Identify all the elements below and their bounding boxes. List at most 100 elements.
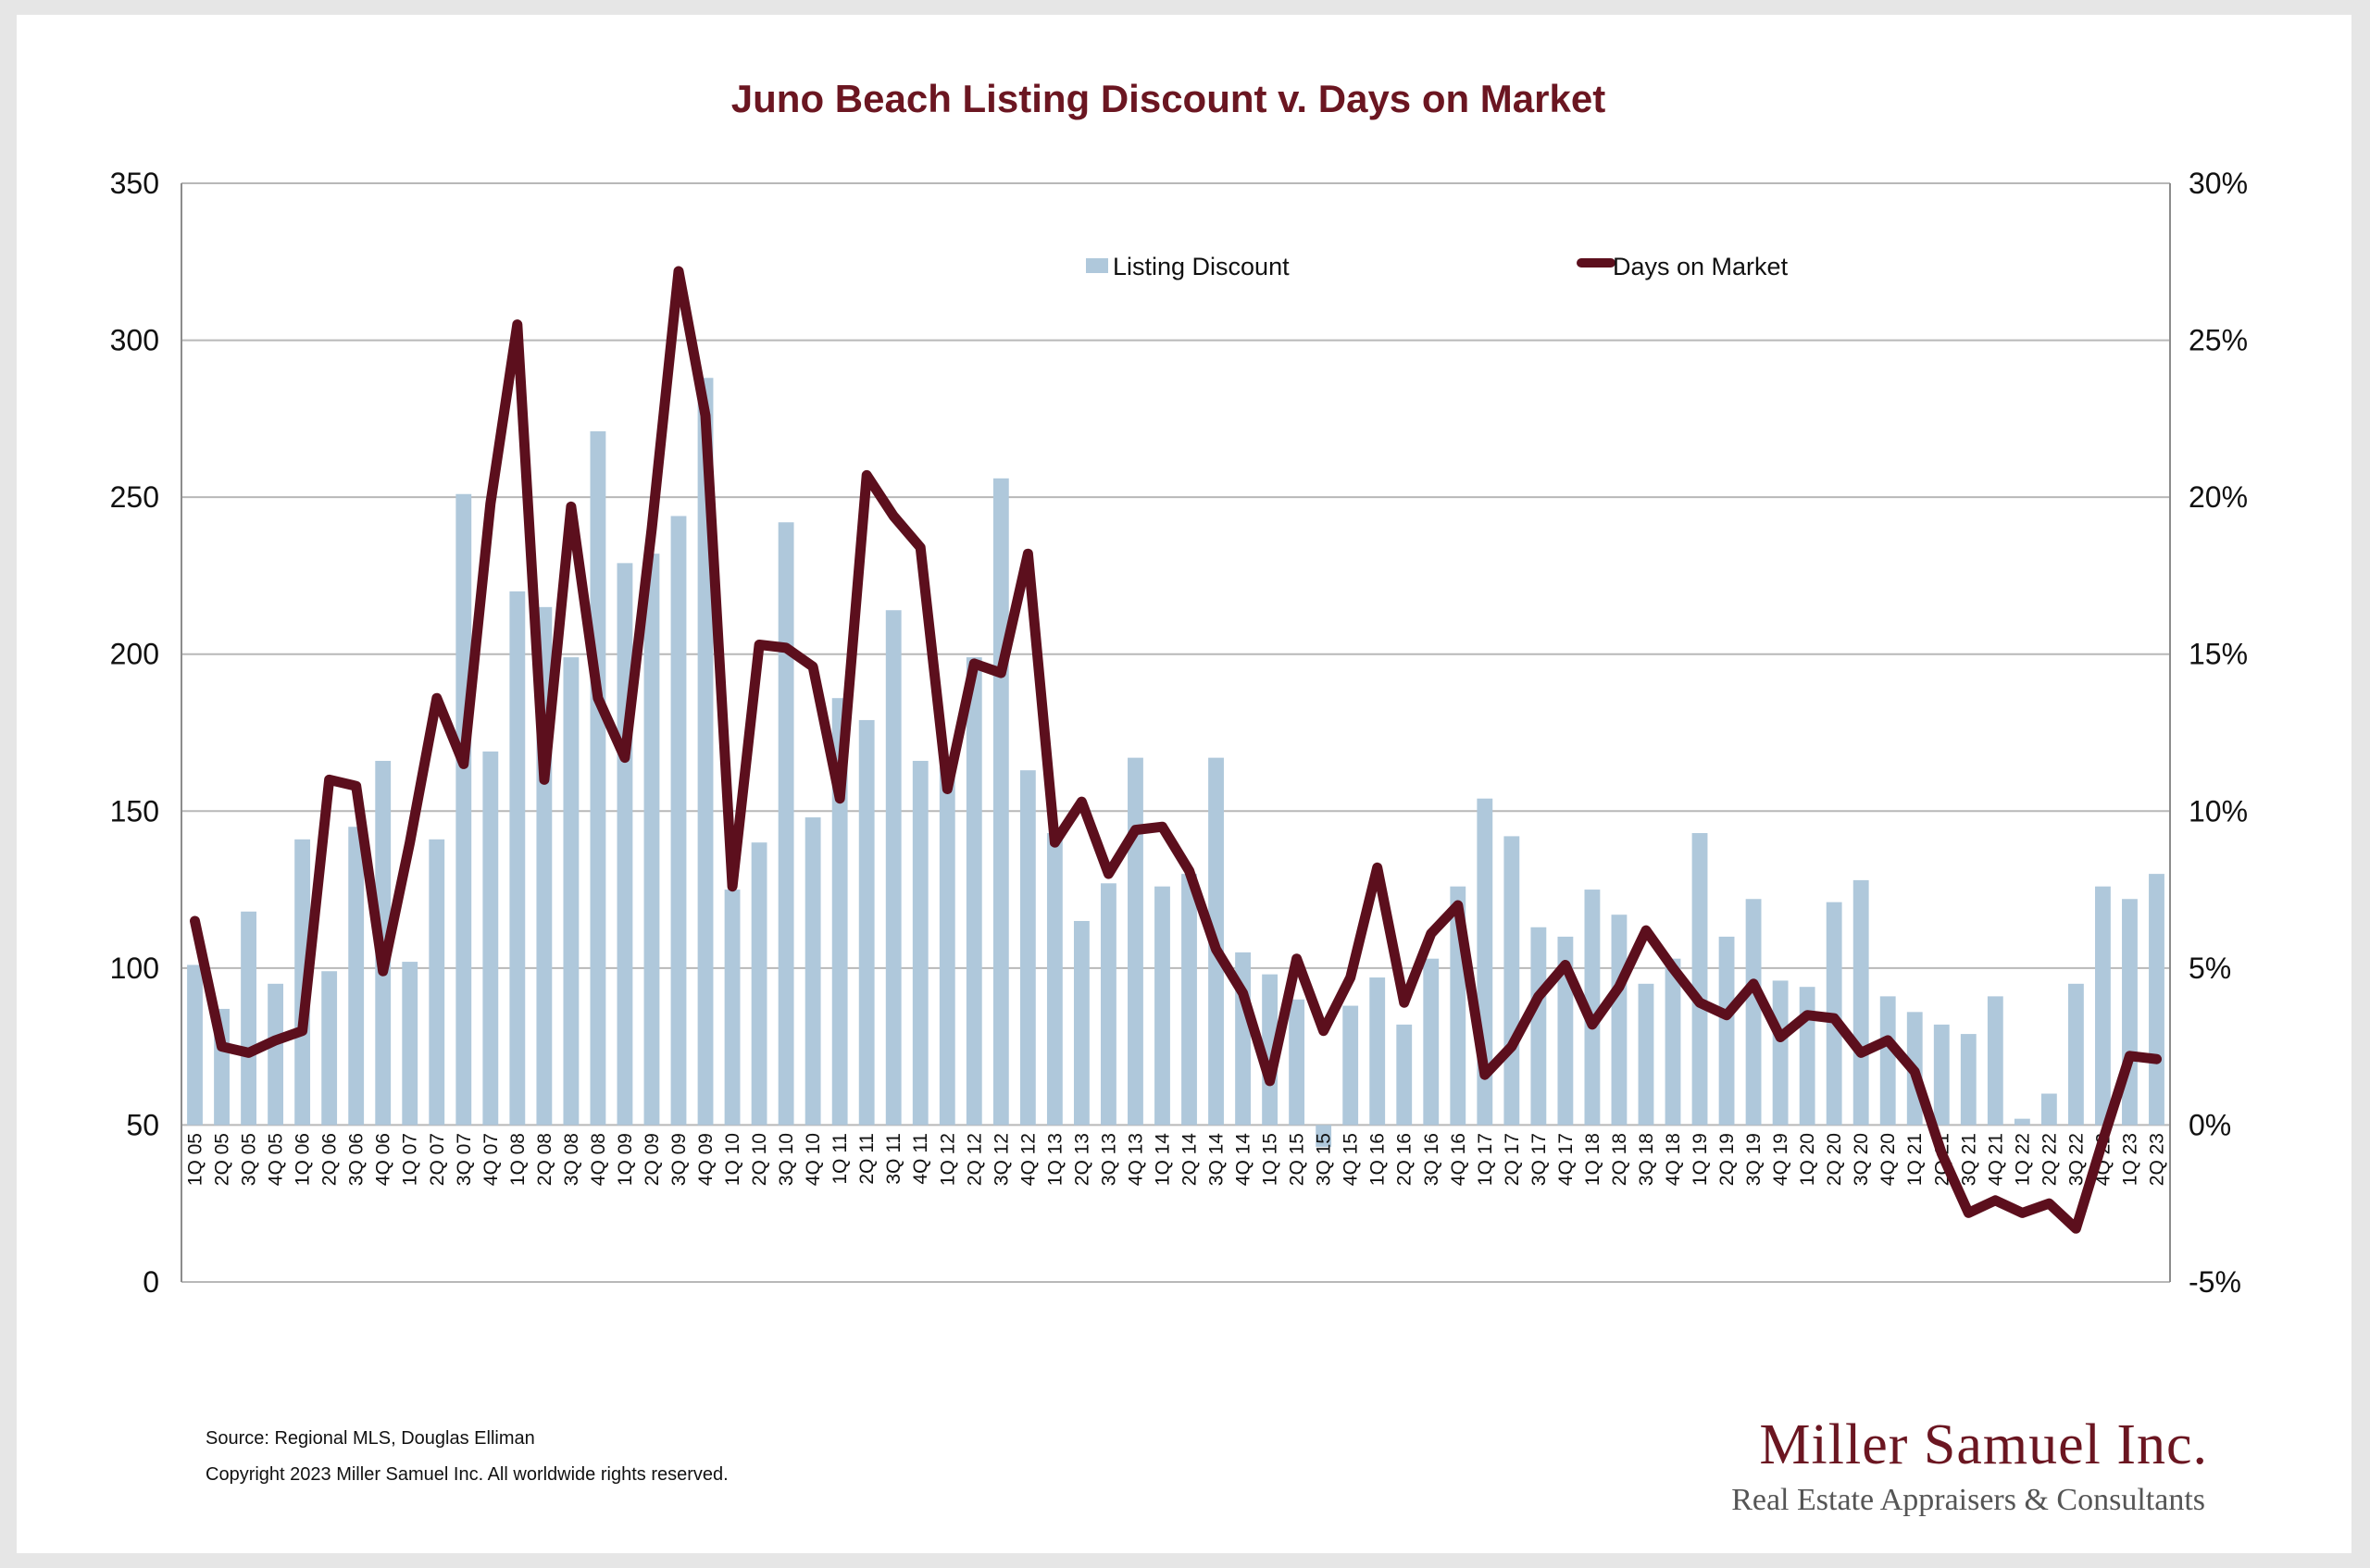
bar-listing-discount bbox=[1530, 927, 1547, 1126]
bar-listing-discount bbox=[2149, 874, 2164, 1126]
x-tick-label: 3Q 06 bbox=[346, 1133, 368, 1186]
bar-listing-discount bbox=[321, 971, 338, 1126]
bar-listing-discount bbox=[1852, 879, 1869, 1126]
bar-listing-discount bbox=[1396, 1024, 1413, 1126]
y-right-tick-label: -5% bbox=[2189, 1265, 2241, 1299]
chart-title: Juno Beach Listing Discount v. Days on M… bbox=[731, 77, 1605, 120]
x-tick-label: 1Q 18 bbox=[1582, 1133, 1603, 1186]
x-tick-label: 4Q 07 bbox=[480, 1133, 502, 1186]
brand-logo-tagline: Real Estate Appraisers & Consultants bbox=[1731, 1483, 2205, 1517]
bar-listing-discount bbox=[858, 719, 875, 1126]
legend-swatch-listing-discount bbox=[1086, 258, 1108, 273]
x-tick-label: 1Q 15 bbox=[1260, 1133, 1281, 1186]
x-tick-label: 3Q 14 bbox=[1206, 1133, 1228, 1187]
x-tick-label: 3Q 09 bbox=[668, 1133, 690, 1186]
bar-listing-discount bbox=[1933, 1024, 1950, 1126]
bar-listing-discount bbox=[1316, 1125, 1332, 1148]
y-right-tick-label: 5% bbox=[2189, 952, 2231, 985]
y-right-tick-label: 25% bbox=[2189, 324, 2248, 357]
bar-listing-discount bbox=[670, 516, 687, 1126]
bar-listing-discount bbox=[1369, 977, 1386, 1126]
bar-listing-discount bbox=[1342, 1005, 1359, 1126]
y-left-tick-label: 0 bbox=[143, 1265, 159, 1299]
y-right-tick-label: 15% bbox=[2189, 638, 2248, 671]
bar-listing-discount bbox=[1181, 874, 1197, 1126]
bar-listing-discount bbox=[1960, 1034, 1977, 1126]
x-tick-label: 2Q 14 bbox=[1179, 1133, 1201, 1187]
bar-listing-discount bbox=[348, 827, 365, 1126]
x-tick-label: 1Q 23 bbox=[2119, 1133, 2140, 1186]
x-tick-label: 2Q 06 bbox=[319, 1133, 341, 1186]
bar-listing-discount bbox=[1879, 996, 1896, 1126]
chart-card: Juno Beach Listing Discount v. Days on M… bbox=[17, 15, 2351, 1553]
bar-listing-discount bbox=[1691, 833, 1708, 1126]
bar-listing-discount bbox=[805, 817, 821, 1126]
x-tick-label: 2Q 11 bbox=[856, 1133, 878, 1185]
bar-listing-discount bbox=[2122, 899, 2138, 1126]
x-tick-label: 1Q 05 bbox=[185, 1133, 206, 1186]
y-left-tick-label: 200 bbox=[110, 638, 159, 671]
x-tick-label: 2Q 10 bbox=[749, 1133, 770, 1186]
x-tick-label: 1Q 09 bbox=[615, 1133, 636, 1186]
x-tick-label: 2Q 20 bbox=[1824, 1133, 1845, 1186]
x-tick-label: 1Q 10 bbox=[722, 1133, 743, 1186]
x-tick-label: 3Q 13 bbox=[1098, 1133, 1119, 1186]
bar-listing-discount bbox=[939, 766, 955, 1126]
bar-listing-discount bbox=[1073, 920, 1090, 1126]
bar-listing-discount bbox=[1745, 899, 1762, 1126]
x-tick-label: 2Q 19 bbox=[1716, 1133, 1738, 1186]
legend-label-listing-discount: Listing Discount bbox=[1113, 253, 1290, 280]
series-line-days-on-market bbox=[190, 266, 2162, 1234]
bar-listing-discount bbox=[590, 430, 606, 1126]
x-tick-label: 3Q 22 bbox=[2065, 1133, 2087, 1186]
bar-listing-discount bbox=[2040, 1093, 2057, 1126]
x-tick-label: 1Q 13 bbox=[1044, 1133, 1066, 1186]
bar-listing-discount bbox=[751, 842, 767, 1126]
x-tick-label: 4Q 09 bbox=[695, 1133, 717, 1186]
x-tick-label: 4Q 05 bbox=[266, 1133, 287, 1186]
bar-listing-discount bbox=[1638, 983, 1654, 1126]
y-right-tick-label: 0% bbox=[2189, 1108, 2231, 1141]
bar-listing-discount bbox=[778, 522, 794, 1126]
x-tick-label: 2Q 08 bbox=[534, 1133, 555, 1186]
bar-listing-discount bbox=[294, 839, 311, 1126]
y-right-tick-label: 20% bbox=[2189, 480, 2248, 514]
y-left-tick-label: 350 bbox=[110, 167, 159, 200]
bar-listing-discount bbox=[187, 964, 203, 1126]
bar-listing-discount bbox=[2095, 886, 2111, 1126]
x-tick-label: 4Q 19 bbox=[1770, 1133, 1791, 1186]
x-axis-tick-labels: 1Q 05 2Q 05 3Q 05 4Q 05 1Q 06 2Q 06 3Q 06 4Q 06… bbox=[185, 1133, 2168, 1187]
bars-listing-discount bbox=[187, 378, 2164, 1148]
x-tick-label: 1Q 08 bbox=[507, 1133, 529, 1186]
y-right-tick-label: 10% bbox=[2189, 794, 2248, 828]
x-tick-label: 2Q 15 bbox=[1287, 1133, 1308, 1186]
x-tick-label: 3Q 19 bbox=[1743, 1133, 1765, 1186]
bar-listing-discount bbox=[2067, 983, 2084, 1126]
x-tick-label: 2Q 12 bbox=[964, 1133, 985, 1186]
x-tick-label: 2Q 18 bbox=[1609, 1133, 1630, 1186]
bar-listing-discount bbox=[455, 493, 472, 1126]
x-tick-label: 3Q 21 bbox=[1958, 1133, 1979, 1186]
brand-logo-name: Miller Samuel Inc. bbox=[1759, 1413, 2208, 1476]
x-tick-label: 4Q 20 bbox=[1877, 1133, 1899, 1186]
x-tick-label: 3Q 10 bbox=[776, 1133, 797, 1186]
bar-listing-discount bbox=[724, 890, 741, 1126]
x-tick-label: 3Q 11 bbox=[883, 1133, 904, 1185]
x-tick-label: 1Q 16 bbox=[1367, 1133, 1389, 1186]
copyright-note: Copyright 2023 Miller Samuel Inc. All wo… bbox=[206, 1464, 729, 1485]
x-tick-label: 4Q 08 bbox=[588, 1133, 609, 1186]
bar-listing-discount bbox=[1584, 890, 1601, 1126]
x-tick-label: 3Q 08 bbox=[561, 1133, 582, 1186]
legend: Listing Discount Days on Market bbox=[1086, 253, 1789, 280]
x-tick-label: 4Q 16 bbox=[1448, 1133, 1469, 1186]
bar-listing-discount bbox=[1611, 915, 1628, 1126]
line-days-on-market bbox=[190, 266, 2162, 1234]
x-tick-label: 4Q 13 bbox=[1125, 1133, 1146, 1186]
x-tick-label: 2Q 05 bbox=[212, 1133, 233, 1186]
bar-listing-discount bbox=[241, 911, 256, 1126]
x-tick-label: 4Q 14 bbox=[1233, 1133, 1254, 1187]
x-tick-label: 1Q 20 bbox=[1797, 1133, 1818, 1186]
x-tick-label: 3Q 15 bbox=[1314, 1133, 1335, 1186]
bar-listing-discount bbox=[1665, 958, 1681, 1126]
y-left-tick-label: 300 bbox=[110, 324, 159, 357]
